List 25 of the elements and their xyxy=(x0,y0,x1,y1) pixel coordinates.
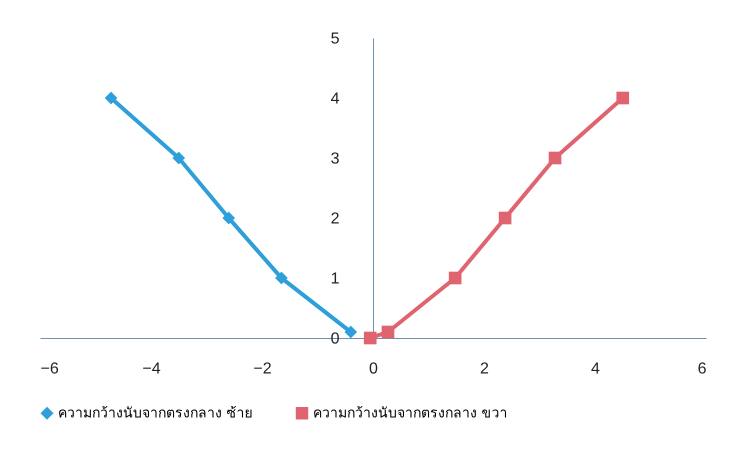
x-tick-label: 4 xyxy=(591,360,600,378)
y-tick-label: 2 xyxy=(330,210,340,228)
legend-label: ความกว้างนับจากตรงกลาง ขวา xyxy=(313,405,508,422)
point xyxy=(275,272,288,284)
point xyxy=(448,272,462,284)
point xyxy=(104,92,118,104)
legend-label: ความกว้างนับจากตรงกลาง ซ้าย xyxy=(58,405,252,422)
x-tick-label: 2 xyxy=(480,360,490,378)
point xyxy=(172,152,186,164)
point xyxy=(344,326,358,338)
point xyxy=(364,332,377,344)
x-tick-label: 0 xyxy=(369,360,378,378)
point xyxy=(548,152,562,164)
x-tick-label: −4 xyxy=(142,360,161,378)
y-tick-label: 4 xyxy=(330,90,340,108)
y-tick-label: 5 xyxy=(330,30,340,48)
point xyxy=(222,212,236,224)
y-tick-label: 3 xyxy=(330,150,340,168)
point xyxy=(382,326,394,338)
x-tick-label: −6 xyxy=(40,360,59,378)
x-tick-label: −2 xyxy=(253,360,272,378)
y-tick-label: 1 xyxy=(330,270,340,288)
point xyxy=(616,92,630,104)
point xyxy=(498,212,512,224)
x-tick-label: 6 xyxy=(698,360,707,378)
